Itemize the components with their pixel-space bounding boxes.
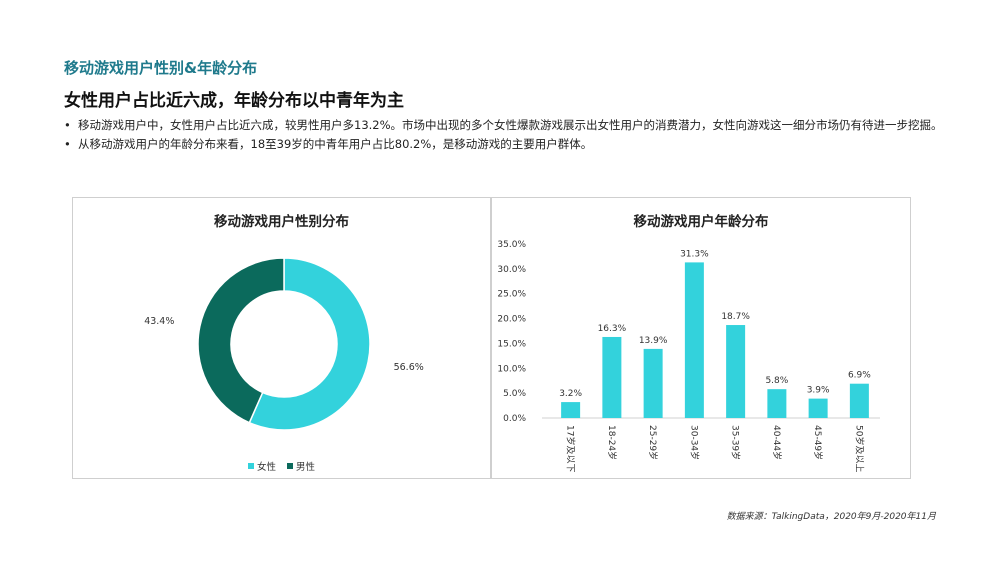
x-category-label: 40-44岁 <box>771 425 783 460</box>
age-bar <box>684 262 704 418</box>
bar-value-label: 3.2% <box>559 389 582 399</box>
x-category-label: 35-39岁 <box>730 425 742 460</box>
bar-value-label: 13.9% <box>639 336 668 346</box>
x-category-label: 50岁及以上 <box>853 425 865 472</box>
donut-label-female: 56.6% <box>394 362 424 373</box>
age-bar <box>808 398 828 418</box>
y-tick-label: 20.0% <box>497 315 526 325</box>
donut-label-male: 43.4% <box>144 316 174 327</box>
bar-value-label: 6.9% <box>848 371 871 381</box>
bullet-item: 移动游戏用户中，女性用户占比近六成，较男性用户多13.2%。市场中出现的多个女性… <box>64 116 944 135</box>
age-chart-panel: 移动游戏用户年龄分布 0.0% 5.0% 10.0% 15.0% 20.0% 25.0% 3… <box>491 197 911 479</box>
data-source-note: 数据来源：TalkingData，2020年9月-2020年11月 <box>726 512 936 522</box>
y-tick-label: 10.0% <box>497 364 526 374</box>
bar-value-label: 16.3% <box>598 324 627 334</box>
legend-label-male: 男性 <box>296 462 316 473</box>
gender-chart-title: 移动游戏用户性别分布 <box>214 214 349 230</box>
gender-chart-legend: 女性 男性 <box>73 459 490 473</box>
age-chart-title: 移动游戏用户年龄分布 <box>633 214 769 230</box>
bar-value-label: 31.3% <box>680 249 709 259</box>
headline: 女性用户占比近六成，年龄分布以中青年为主 <box>64 91 404 111</box>
legend-label-female: 女性 <box>256 462 276 473</box>
legend-swatch-female <box>247 463 254 469</box>
age-bar <box>602 336 622 418</box>
legend-item-male: 男性 <box>287 459 315 473</box>
x-category-label: 45-49岁 <box>812 425 824 460</box>
x-category-label: 30-34岁 <box>688 425 700 460</box>
donut-slice-female <box>248 257 371 431</box>
gender-chart-panel: 移动游戏用户性别分布 56.6% 43.4% 女性 男性 <box>72 197 491 479</box>
donut-slice-male <box>197 257 285 424</box>
age-bar <box>726 325 746 418</box>
y-tick-label: 15.0% <box>497 339 526 349</box>
x-category-label: 17岁及以下 <box>565 425 577 472</box>
bar-value-label: 3.9% <box>807 386 830 396</box>
y-tick-label: 35.0% <box>497 240 526 250</box>
gender-donut-chart: 56.6% 43.4% <box>144 257 424 431</box>
bar-value-label: 18.7% <box>721 312 750 322</box>
legend-item-female: 女性 <box>247 459 276 473</box>
bar-value-label: 5.8% <box>765 376 788 386</box>
y-tick-label: 0.0% <box>503 414 526 424</box>
age-bar <box>767 389 787 418</box>
age-bar <box>561 402 581 418</box>
age-bar-chart: 0.0% 5.0% 10.0% 15.0% 20.0% 25.0% 30.0% 35.0% 3.… <box>497 240 880 472</box>
x-category-label: 25-29岁 <box>647 425 659 460</box>
section-title: 移动游戏用户性别&年龄分布 <box>64 59 258 77</box>
x-category-label: 18-24岁 <box>606 425 618 460</box>
y-tick-label: 5.0% <box>503 389 526 399</box>
y-tick-label: 30.0% <box>497 265 526 275</box>
bullet-item: 从移动游戏用户的年龄分布来看，18至39岁的中青年用户占比80.2%，是移动游戏… <box>64 135 944 154</box>
bullet-list: 移动游戏用户中，女性用户占比近六成，较男性用户多13.2%。市场中出现的多个女性… <box>64 116 944 154</box>
legend-swatch-male <box>287 463 294 469</box>
age-bar <box>849 383 869 418</box>
y-tick-label: 25.0% <box>497 290 526 300</box>
age-bar <box>643 348 663 418</box>
